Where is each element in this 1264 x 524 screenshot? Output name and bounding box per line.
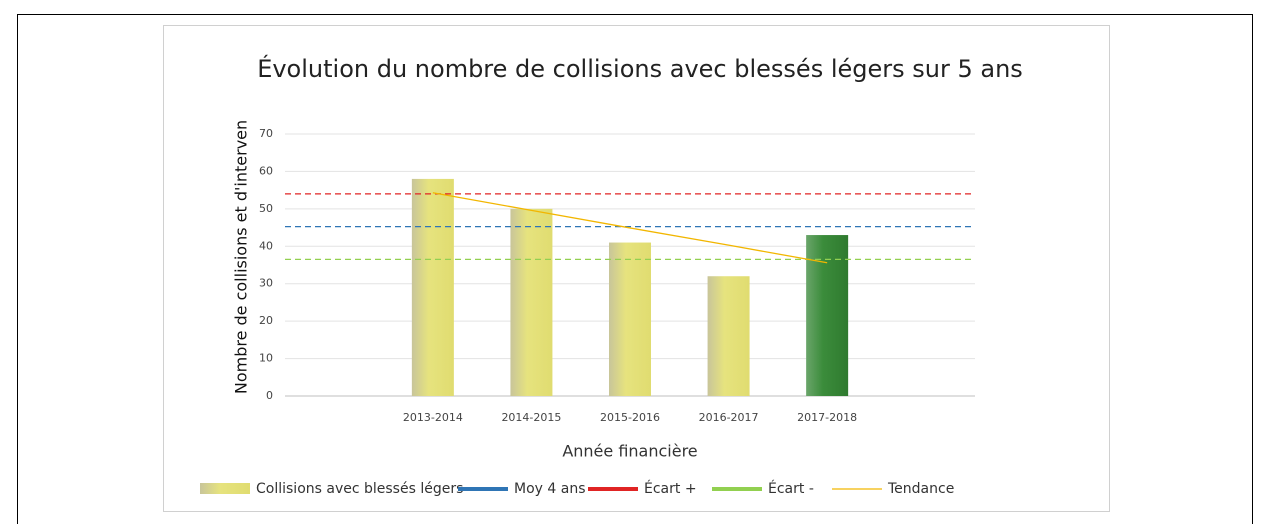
y-tick-label: 70 bbox=[259, 127, 273, 140]
bar bbox=[806, 235, 849, 396]
bar bbox=[609, 242, 651, 396]
x-tick-label: 2015-2016 bbox=[600, 411, 660, 424]
document-frame bbox=[17, 14, 1253, 524]
y-tick-label: 50 bbox=[259, 202, 273, 215]
trend-line bbox=[432, 192, 828, 264]
legend-label: Tendance bbox=[887, 481, 954, 497]
y-tick-label: 60 bbox=[259, 164, 273, 177]
y-tick-label: 0 bbox=[266, 389, 273, 402]
chart-title: Évolution du nombre de collisions avec b… bbox=[257, 55, 1023, 83]
legend-label: Moy 4 ans bbox=[514, 481, 585, 497]
x-tick-label: 2017-2018 bbox=[797, 411, 857, 424]
x-tick-label: 2016-2017 bbox=[699, 411, 759, 424]
y-tick-label: 20 bbox=[259, 314, 273, 327]
y-axis-label: Nombre de collisions et d'interven bbox=[232, 120, 251, 394]
legend-label: Collisions avec blessés légers bbox=[256, 481, 463, 497]
legend-label: Écart + bbox=[644, 480, 697, 497]
x-tick-label: 2014-2015 bbox=[501, 411, 561, 424]
legend-swatch bbox=[200, 483, 250, 494]
y-tick-label: 30 bbox=[259, 277, 273, 290]
legend-label: Écart - bbox=[768, 480, 814, 497]
bar bbox=[411, 178, 454, 396]
x-axis-label: Année financière bbox=[562, 442, 697, 461]
y-tick-label: 40 bbox=[259, 239, 273, 252]
x-tick-label: 2013-2014 bbox=[403, 411, 463, 424]
y-tick-label: 10 bbox=[259, 352, 273, 365]
bar bbox=[510, 208, 553, 396]
bar bbox=[707, 276, 750, 396]
chart-area bbox=[163, 25, 1110, 512]
